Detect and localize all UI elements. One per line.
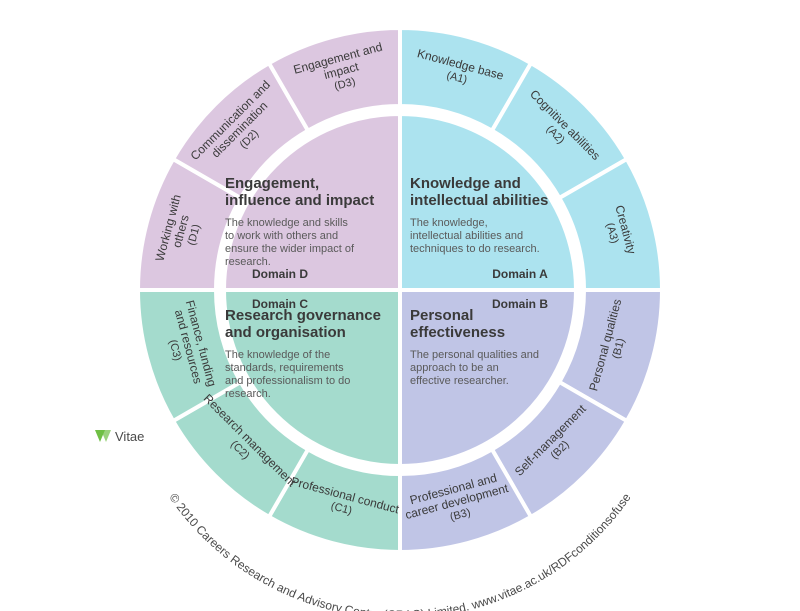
domain-tag: Domain B bbox=[492, 297, 548, 311]
vitae-brand-text: Vitae bbox=[115, 429, 144, 444]
domain-tag: Domain A bbox=[492, 267, 548, 281]
domain-tag: Domain D bbox=[252, 267, 308, 281]
rdf-wheel-diagram: Knowledge base(A1)Cognitive abilities(A2… bbox=[0, 0, 800, 611]
